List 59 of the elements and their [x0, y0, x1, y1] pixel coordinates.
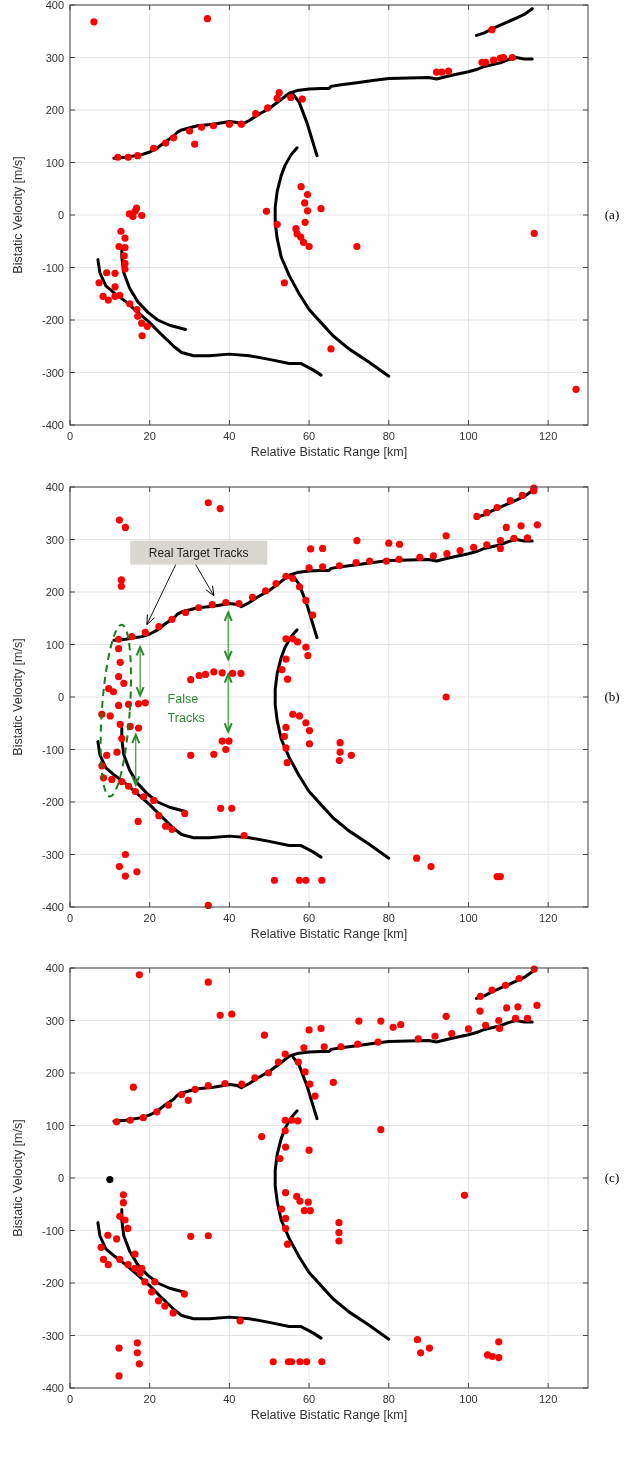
y-tick-label: 100: [45, 156, 64, 169]
x-tick-label: 60: [302, 912, 316, 924]
y-tick-label: 0: [57, 209, 64, 221]
y-tick-label: -400: [41, 1382, 64, 1394]
y-tick-label: -100: [41, 261, 64, 274]
x-tick-label: 120: [538, 912, 558, 924]
x-tick-label: 80: [382, 430, 395, 442]
y-tick-label: -200: [41, 1277, 64, 1289]
x-tick-label: 40: [223, 1393, 236, 1405]
y-tick-label: -400: [41, 901, 64, 913]
y-tick-label: -400: [41, 419, 64, 431]
y-tick-label: -300: [41, 1329, 64, 1342]
x-tick-label: 0: [66, 1393, 74, 1405]
x-tick-label: 80: [382, 1393, 395, 1405]
y-tick-label: 0: [57, 1172, 64, 1184]
x-tick-label: 20: [143, 1393, 156, 1405]
x-tick-label: 40: [223, 912, 236, 924]
annotation: Real Target Tracks: [148, 546, 249, 561]
x-tick-label: 100: [459, 912, 478, 924]
text: (c): [604, 1170, 620, 1185]
y-tick-label: -100: [41, 1224, 64, 1237]
y-tick-label: 400: [45, 0, 64, 11]
x-tick-label: 0: [66, 430, 74, 442]
x-tick-label: 20: [143, 912, 156, 924]
x-axis-title: Relative Bistatic Range [km]: [250, 927, 408, 941]
y-tick-label: 300: [45, 533, 64, 546]
x-tick-label: 80: [382, 912, 395, 924]
y-tick-label: 200: [45, 586, 64, 598]
x-tick-label: 0: [66, 912, 74, 924]
y-tick-label: 300: [45, 51, 64, 64]
y-tick-label: 0: [57, 691, 64, 703]
y-axis-title: Bistatic Velocity [m/s]: [11, 156, 25, 274]
x-tick-label: 100: [459, 1393, 478, 1405]
y-tick-label: -300: [41, 366, 64, 379]
y-tick-label: 300: [45, 1014, 64, 1027]
y-tick-label: 100: [45, 638, 64, 651]
x-tick-label: 100: [459, 430, 478, 442]
x-axis-title: Relative Bistatic Range [km]: [250, 1408, 408, 1422]
x-tick-label: 60: [302, 430, 316, 442]
x-tick-label: 60: [302, 1393, 316, 1405]
x-tick-label: 20: [143, 430, 156, 442]
x-tick-label: 40: [223, 430, 236, 442]
x-tick-label: 120: [538, 1393, 558, 1405]
y-tick-label: 400: [45, 962, 64, 974]
text: (b): [604, 689, 620, 704]
y-tick-label: -100: [41, 743, 64, 756]
x-tick-label: 120: [538, 430, 558, 442]
y-tick-label: -200: [41, 314, 64, 326]
y-tick-label: -300: [41, 848, 64, 861]
text: (a): [604, 207, 620, 222]
y-axis-title: Bistatic Velocity [m/s]: [11, 1119, 25, 1237]
annotation: False Tracks: [167, 692, 205, 726]
y-axis-title: Bistatic Velocity [m/s]: [11, 638, 25, 756]
y-tick-label: 100: [45, 1119, 64, 1132]
y-tick-label: 400: [45, 481, 64, 493]
y-tick-label: 200: [45, 104, 64, 116]
x-axis-title: Relative Bistatic Range [km]: [250, 445, 408, 459]
y-tick-label: -200: [41, 796, 64, 808]
y-tick-label: 200: [45, 1067, 64, 1079]
